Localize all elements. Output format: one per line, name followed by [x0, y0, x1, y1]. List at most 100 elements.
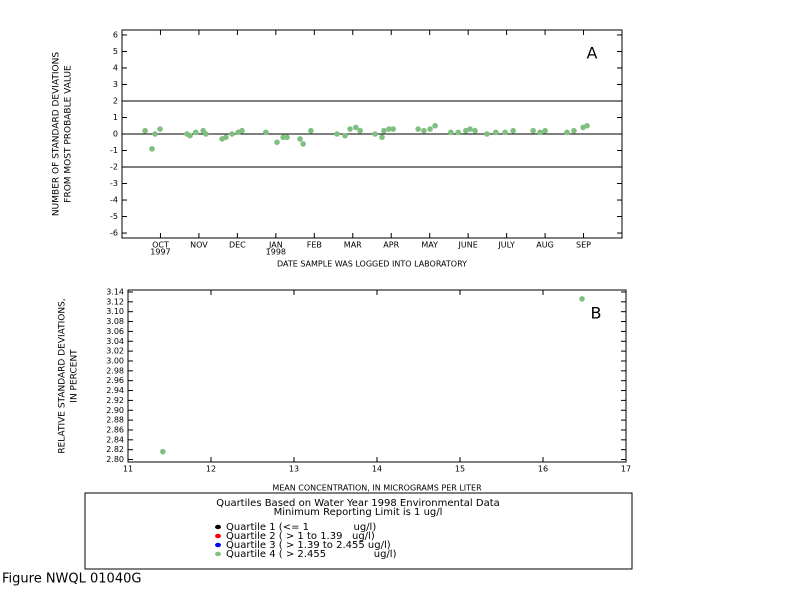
legend-marker: [215, 533, 221, 539]
point: [152, 131, 158, 137]
point: [493, 129, 499, 136]
x-tick-label: 13: [289, 465, 299, 474]
point: [381, 127, 387, 134]
legend-marker: [215, 551, 221, 557]
point: [160, 448, 166, 455]
point: [203, 131, 209, 137]
legend-subtitle: Minimum Reporting Limit is 1 ug/l: [274, 507, 443, 518]
point: [432, 122, 438, 129]
y-tick-label: 0: [113, 130, 118, 139]
y-tick-label: 2.98: [106, 366, 124, 375]
x-tick-label: SEP: [576, 241, 591, 250]
x-tick-label: 14: [372, 465, 382, 474]
point: [564, 129, 570, 136]
point: [571, 127, 577, 134]
y-tick-label: 2.84: [106, 435, 124, 444]
y-tick-label: 3.06: [106, 327, 124, 336]
point: [463, 127, 469, 134]
y-tick-label: 2.90: [106, 406, 124, 415]
point: [386, 126, 392, 132]
y-tick-label: 3: [113, 80, 118, 89]
point: [308, 127, 314, 134]
plot-frame: [127, 289, 627, 463]
legend-marker: [215, 524, 221, 530]
point: [149, 146, 155, 152]
point: [537, 129, 543, 136]
point: [372, 131, 378, 137]
x-axis-title: MEAN CONCENTRATION, IN MICROGRAMS PER LI…: [272, 484, 482, 493]
x-axis-title: DATE SAMPLE WAS LOGGED INTO LABORATORY: [277, 260, 467, 269]
legend-label: Quartile 2 ( > 1 to 1.39 ug/l): [226, 531, 375, 542]
point: [334, 131, 340, 137]
y-tick-label: -4: [110, 196, 118, 205]
y-tick-label: 3.14: [106, 287, 124, 296]
y-tick-label: 2.82: [106, 445, 124, 454]
point: [223, 134, 229, 141]
y-tick-label: 2.80: [106, 455, 124, 464]
point: [379, 134, 385, 141]
point: [530, 127, 536, 134]
y-tick-label: 3.10: [106, 307, 124, 316]
x-tick-label: 15: [455, 465, 465, 474]
point: [357, 127, 363, 134]
point: [347, 126, 353, 132]
figure-label: Figure NWQL 01040G: [2, 572, 141, 587]
point: [584, 122, 590, 129]
point: [193, 129, 199, 136]
y-tick-label: 2.92: [106, 396, 124, 405]
point: [415, 126, 421, 132]
y-tick-label: -6: [110, 229, 118, 238]
x-year-label: 1997: [150, 248, 170, 257]
point: [239, 127, 245, 134]
point: [263, 129, 269, 136]
point: [542, 127, 548, 134]
legend-label: Quartile 4 ( > 2.455 ug/l): [226, 549, 397, 560]
x-tick-label: DEC: [229, 241, 246, 250]
point: [448, 129, 454, 136]
x-tick-label: 12: [206, 465, 216, 474]
point: [353, 124, 359, 131]
y-tick-label: 1: [113, 113, 118, 122]
y-axis-title: FROM MOST PROBABLE VALUE: [64, 65, 74, 203]
x-tick-label: JAN: [268, 241, 283, 250]
x-tick-label: AUG: [536, 241, 554, 250]
point: [579, 296, 585, 302]
x-tick-label: MAR: [344, 241, 362, 250]
point: [274, 139, 280, 146]
panel-label: A: [587, 44, 598, 63]
y-tick-label: 2.96: [106, 376, 124, 385]
y-axis-title: NUMBER OF STANDARD DEVIATIONS: [52, 52, 62, 216]
legend-box: [84, 492, 633, 570]
point: [421, 127, 427, 134]
y-tick-label: 3.12: [106, 297, 124, 306]
y-tick-label: -2: [110, 163, 118, 172]
y-tick-label: -5: [110, 212, 118, 221]
y-tick-label: 5: [113, 47, 118, 56]
point: [300, 141, 306, 147]
point: [390, 126, 396, 132]
x-year-label: 1998: [266, 248, 286, 257]
y-tick-label: -3: [110, 179, 118, 188]
y-axis-title: RELATIVE STANDARD DEVIATIONS,: [58, 298, 68, 453]
legend-label: Quartile 3 ( > 1.39 to 2.455 ug/l): [226, 540, 391, 551]
x-tick-label: 17: [621, 465, 631, 474]
x-tick-label: NOV: [190, 241, 208, 250]
legend-label: Quartile 1 (<= 1 ug/l): [226, 522, 376, 533]
x-tick-label: 11: [123, 465, 133, 474]
point: [157, 126, 163, 132]
point: [510, 127, 516, 134]
y-tick-label: 3.02: [106, 347, 124, 356]
point: [187, 132, 193, 139]
point: [297, 136, 303, 142]
y-tick-label: 2.94: [106, 386, 124, 395]
point: [427, 126, 433, 132]
y-tick-label: 3.00: [106, 356, 124, 365]
x-tick-label: FEB: [307, 241, 322, 250]
point: [484, 131, 490, 137]
point: [142, 127, 148, 134]
legend-marker: [215, 542, 221, 548]
point: [342, 132, 348, 139]
y-tick-label: 3.04: [106, 337, 124, 346]
x-tick-label: OCT: [152, 241, 169, 250]
